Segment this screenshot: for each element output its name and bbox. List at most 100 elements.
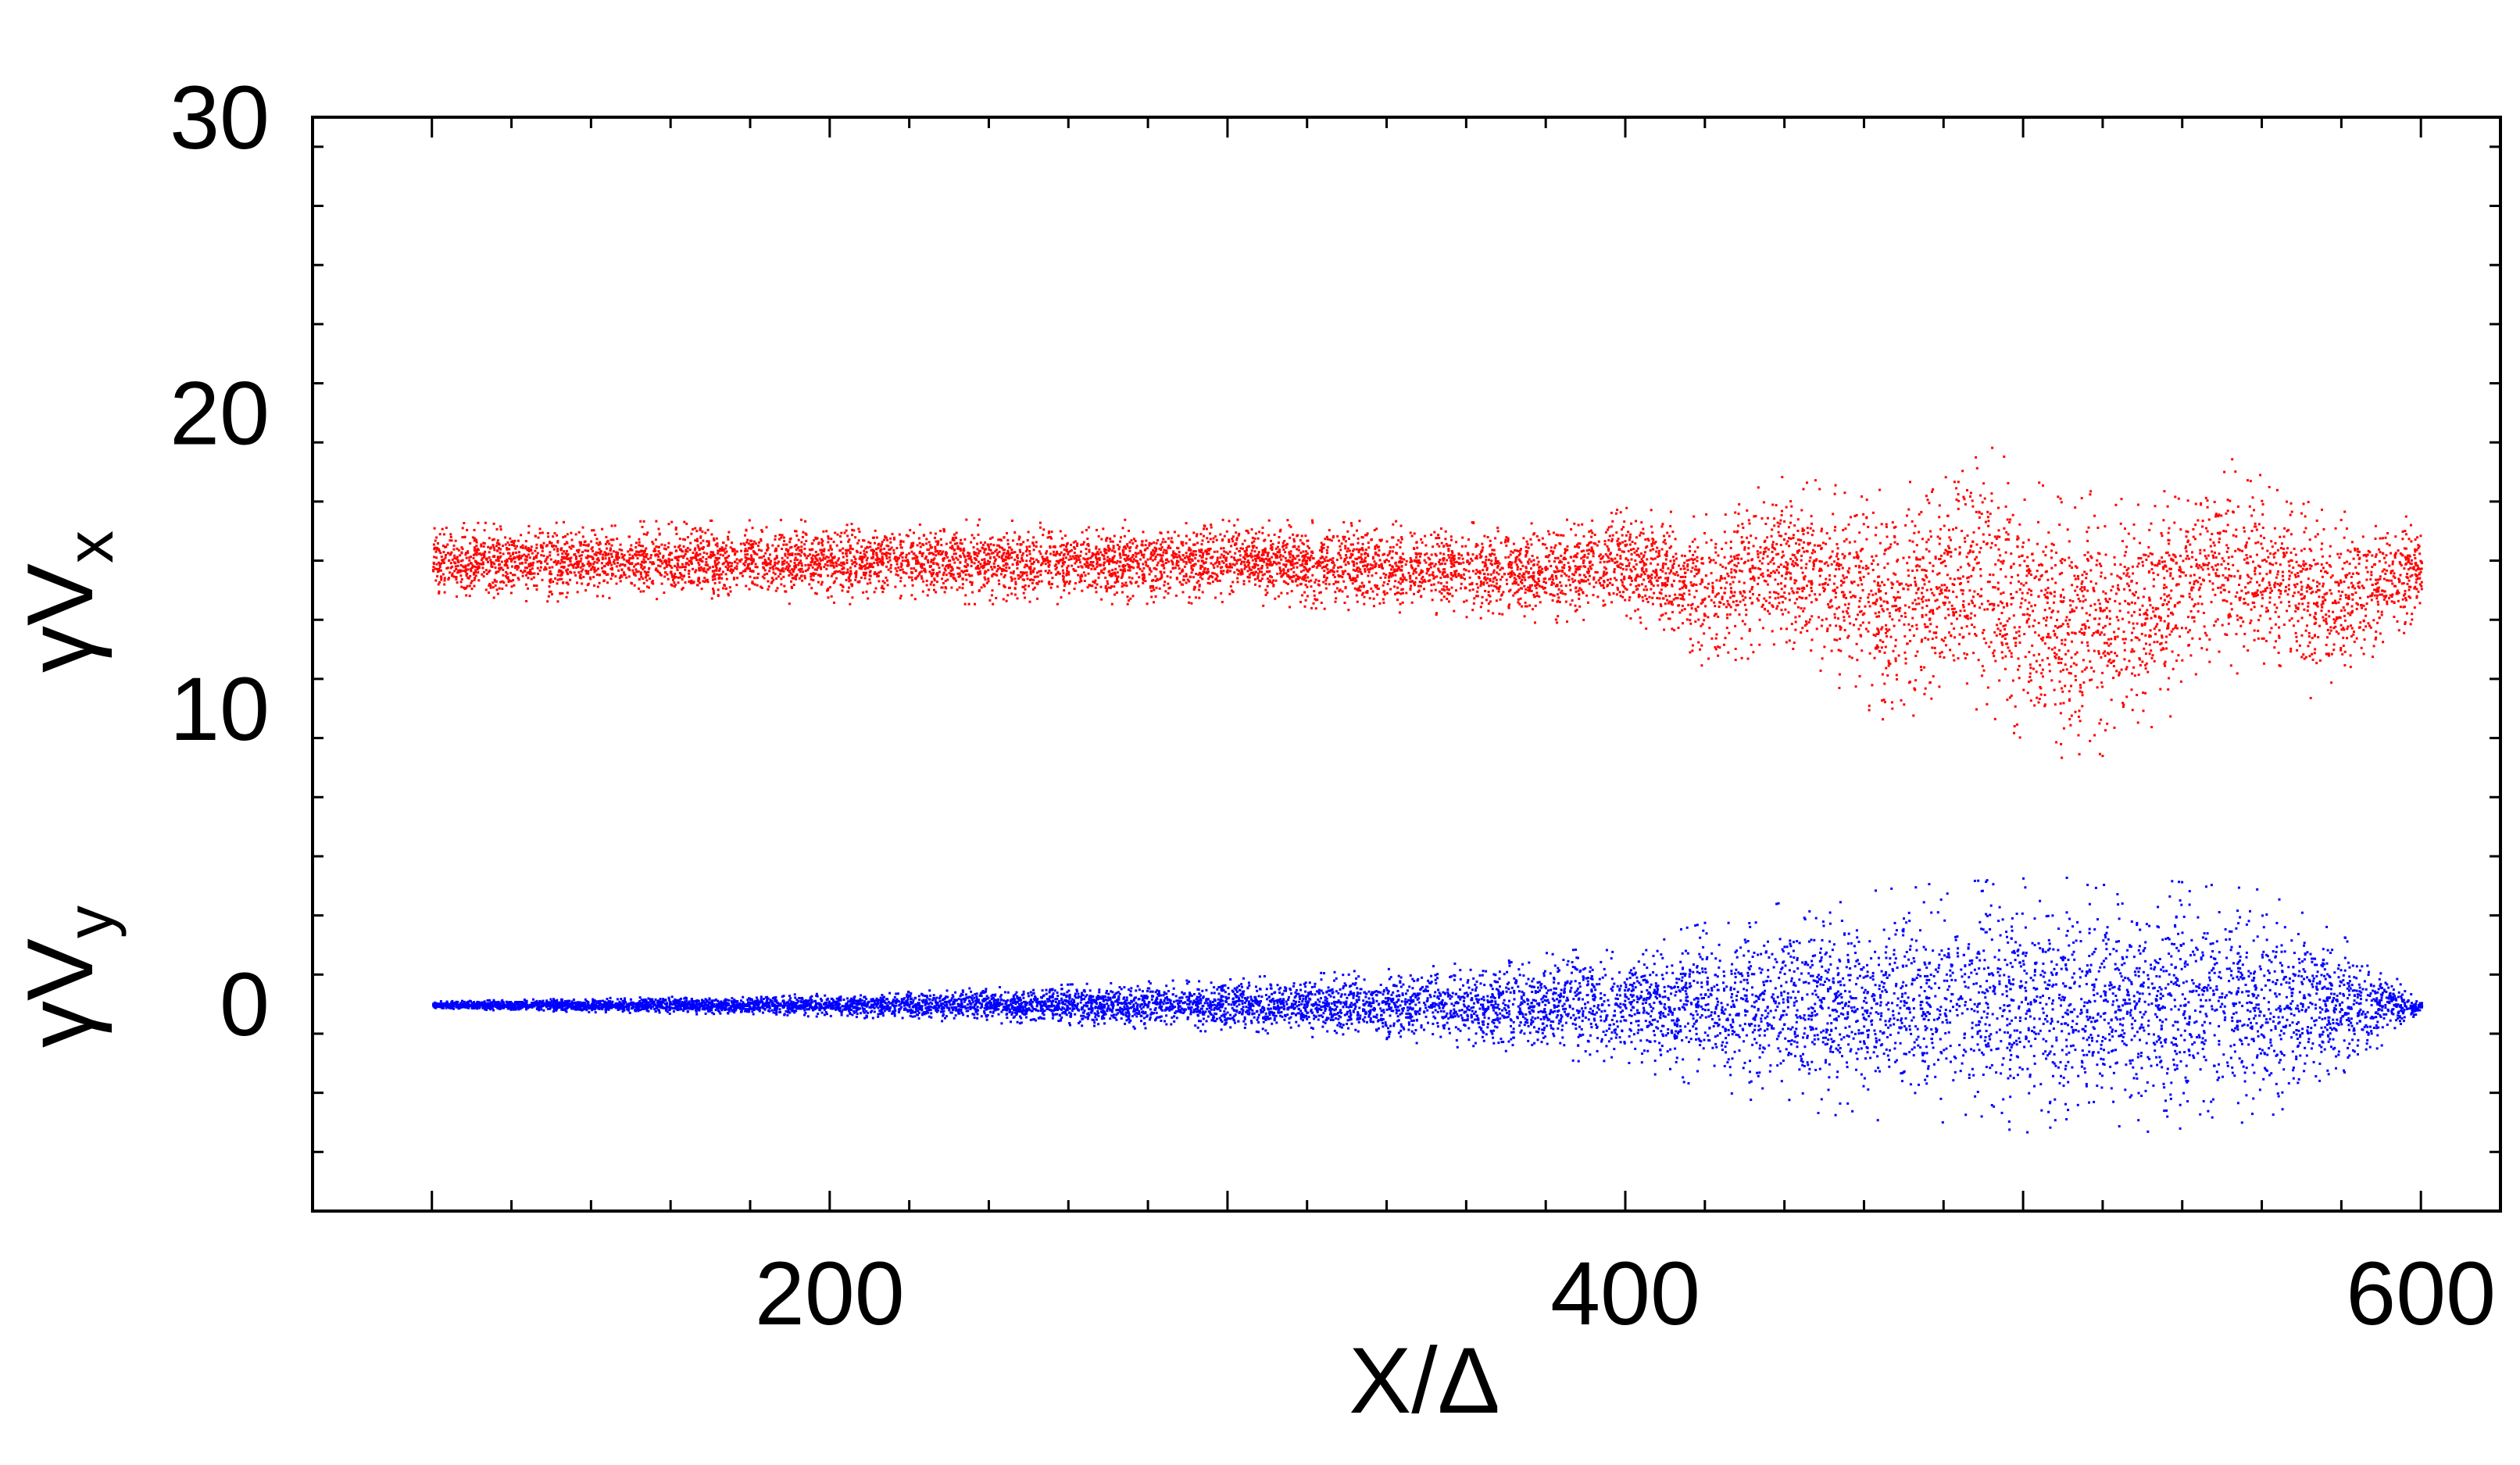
data-point bbox=[1726, 572, 1729, 575]
data-point bbox=[1611, 520, 1614, 523]
data-point bbox=[1499, 578, 1502, 581]
data-point bbox=[849, 551, 852, 554]
data-point bbox=[1170, 559, 1173, 563]
data-point bbox=[1473, 597, 1476, 600]
data-point bbox=[2340, 628, 2343, 631]
data-point bbox=[1977, 659, 1980, 662]
data-point bbox=[1603, 560, 1606, 563]
data-point bbox=[788, 602, 791, 606]
data-point bbox=[1356, 566, 1359, 570]
data-point bbox=[2061, 756, 2064, 759]
data-point bbox=[1563, 566, 1566, 570]
data-point bbox=[1384, 576, 1387, 579]
data-point bbox=[496, 592, 499, 595]
data-point bbox=[1104, 586, 1107, 589]
data-point bbox=[713, 573, 716, 576]
data-point bbox=[619, 580, 622, 583]
data-point bbox=[2293, 573, 2297, 577]
data-point bbox=[1767, 548, 1770, 551]
data-point bbox=[2365, 566, 2368, 569]
data-point bbox=[1474, 572, 1478, 575]
data-point bbox=[905, 572, 908, 575]
data-point bbox=[774, 549, 777, 552]
data-point bbox=[475, 551, 478, 554]
data-point bbox=[1339, 556, 1342, 559]
data-point bbox=[600, 562, 603, 565]
data-point bbox=[1231, 563, 1235, 566]
data-point bbox=[1980, 602, 1983, 606]
data-point bbox=[1324, 565, 1328, 568]
data-point bbox=[1332, 566, 1335, 570]
data-point bbox=[2403, 567, 2406, 570]
data-point bbox=[2354, 587, 2357, 590]
data-point bbox=[2101, 685, 2104, 688]
data-point bbox=[1619, 563, 1622, 565]
data-point bbox=[709, 556, 712, 559]
data-point bbox=[936, 549, 939, 552]
data-point bbox=[982, 544, 985, 546]
data-point bbox=[1509, 572, 1512, 575]
data-point bbox=[1591, 563, 1594, 566]
data-point bbox=[1206, 552, 1208, 556]
data-point bbox=[746, 538, 749, 541]
data-point bbox=[1489, 595, 1492, 598]
data-point bbox=[1042, 528, 1046, 531]
data-point bbox=[1356, 575, 1359, 578]
data-point bbox=[1896, 560, 1899, 563]
data-point bbox=[1353, 548, 1356, 551]
data-point bbox=[2009, 581, 2012, 584]
data-point bbox=[2377, 590, 2380, 593]
data-point bbox=[2365, 625, 2368, 628]
data-point bbox=[2197, 610, 2200, 613]
data-point bbox=[505, 562, 508, 565]
data-point bbox=[1365, 564, 1368, 567]
data-point bbox=[1130, 582, 1133, 585]
data-point bbox=[2320, 548, 2323, 551]
data-point bbox=[637, 553, 640, 556]
data-point bbox=[2178, 601, 2181, 604]
data-point bbox=[1886, 562, 1889, 565]
data-point bbox=[2397, 629, 2400, 632]
data-point bbox=[1246, 575, 1249, 578]
data-point bbox=[1156, 553, 1159, 556]
data-point bbox=[1496, 566, 1499, 569]
data-point bbox=[1194, 557, 1197, 560]
data-point bbox=[1964, 615, 1966, 618]
data-point bbox=[1486, 577, 1489, 580]
data-point bbox=[1367, 541, 1370, 545]
data-point bbox=[991, 589, 994, 592]
data-point bbox=[2357, 581, 2360, 584]
data-point bbox=[1532, 574, 1535, 577]
data-point bbox=[461, 527, 464, 530]
data-point bbox=[1781, 574, 1783, 577]
data-point bbox=[1397, 581, 1400, 584]
data-point bbox=[433, 556, 436, 559]
data-point bbox=[2316, 581, 2319, 584]
data-point bbox=[1203, 525, 1206, 527]
data-point bbox=[964, 559, 967, 561]
data-point bbox=[2018, 580, 2020, 583]
data-point bbox=[1242, 560, 1246, 563]
data-point bbox=[2171, 667, 2175, 670]
data-point bbox=[2318, 659, 2322, 662]
data-point bbox=[1188, 595, 1191, 599]
data-point bbox=[2414, 557, 2417, 559]
data-point bbox=[1539, 570, 1542, 573]
data-point bbox=[1978, 551, 1981, 554]
data-point bbox=[1512, 542, 1515, 545]
data-point bbox=[1010, 571, 1013, 574]
data-point bbox=[2033, 704, 2036, 707]
data-point bbox=[956, 572, 960, 575]
data-point bbox=[1450, 550, 1453, 552]
data-point bbox=[791, 573, 794, 576]
data-point bbox=[1401, 601, 1404, 604]
data-point bbox=[2128, 659, 2131, 663]
data-point bbox=[447, 578, 450, 581]
data-point bbox=[642, 520, 645, 523]
data-point bbox=[931, 552, 934, 555]
data-point bbox=[1513, 580, 1516, 583]
data-point bbox=[2191, 598, 2193, 601]
data-point bbox=[2054, 581, 2057, 584]
data-point bbox=[2312, 579, 2315, 582]
data-point bbox=[1040, 580, 1043, 583]
